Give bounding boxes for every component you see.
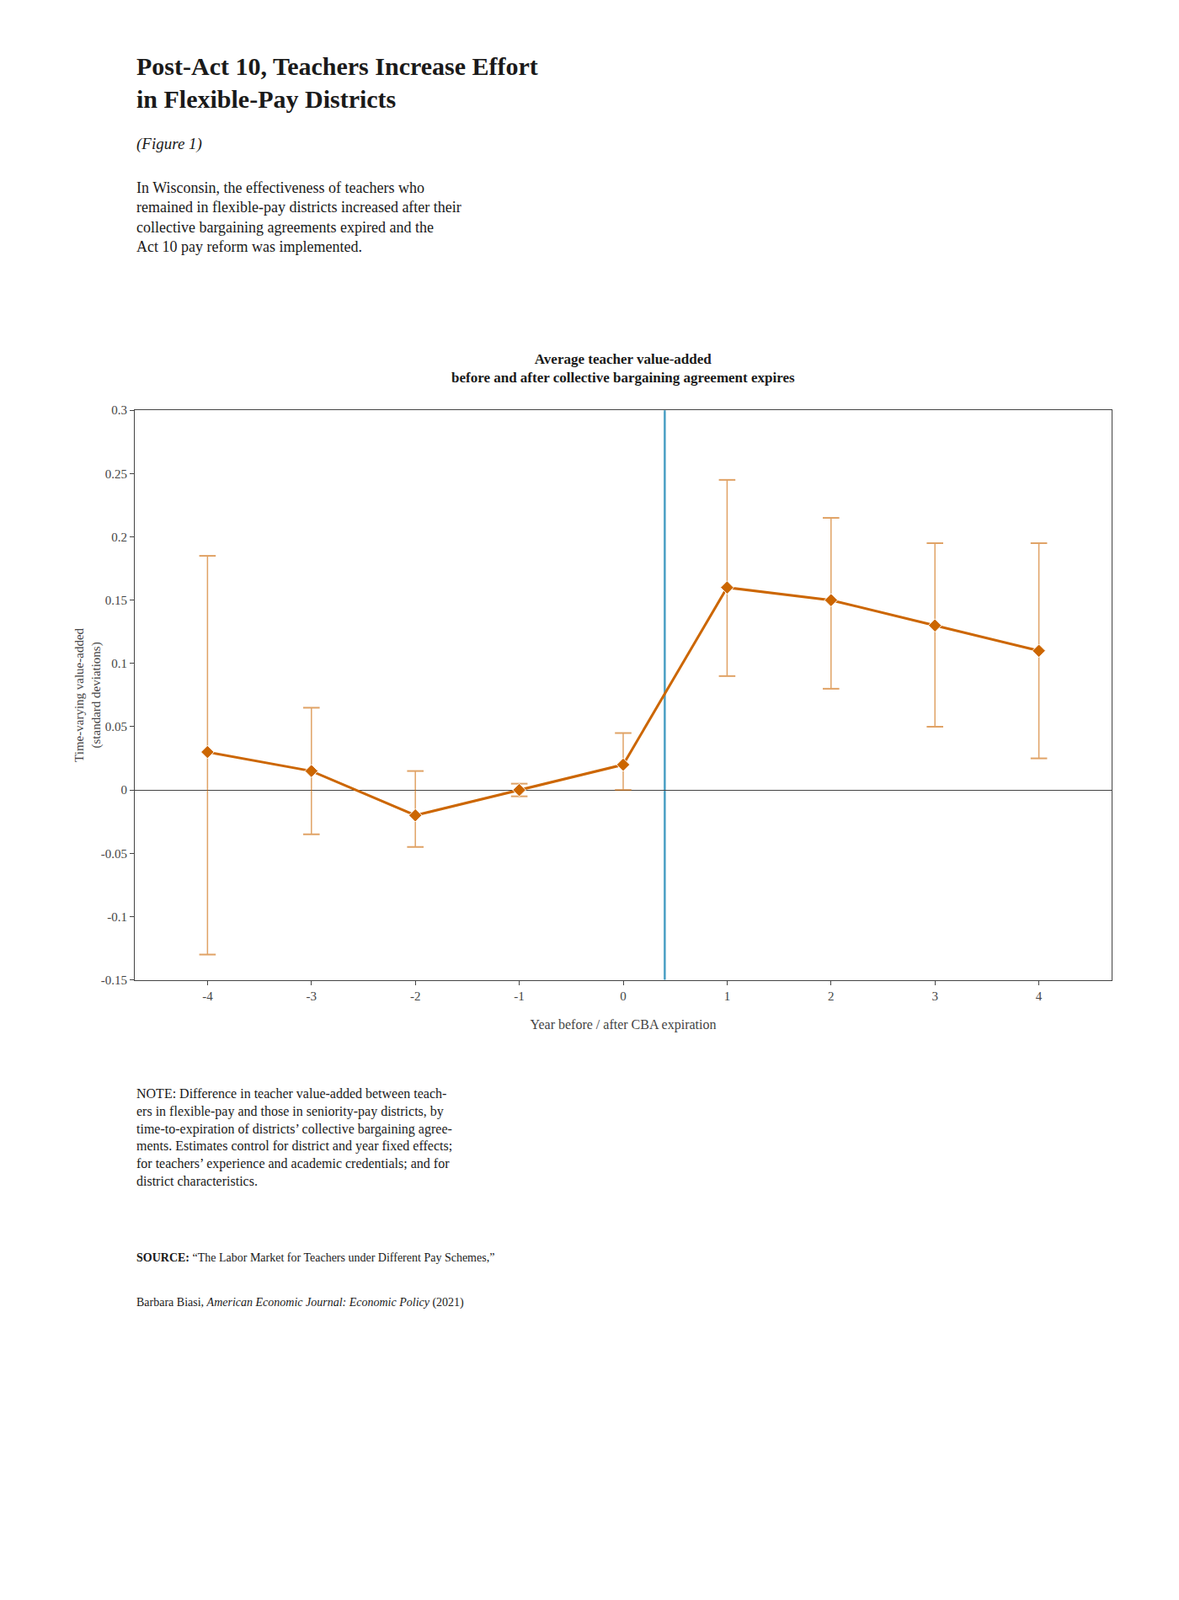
svg-text:0.05: 0.05 <box>105 720 128 734</box>
svg-text:-0.05: -0.05 <box>101 847 128 861</box>
svg-text:0.2: 0.2 <box>111 530 128 545</box>
svg-text:2: 2 <box>827 989 835 1003</box>
svg-text:4: 4 <box>1035 989 1043 1003</box>
svg-text:-1: -1 <box>513 989 525 1003</box>
svg-text:Barbara Biasi, American Econom: Barbara Biasi, American Economic Journal… <box>136 1296 465 1310</box>
svg-text:Post-Act 10, Teachers Increase: Post-Act 10, Teachers Increase Effortin … <box>136 52 539 113</box>
svg-text:Average teacher value-addedbef: Average teacher value-addedbefore and af… <box>451 351 795 386</box>
svg-text:Time-varying value-added(stand: Time-varying value-added(standard deviat… <box>72 627 104 762</box>
svg-text:-0.15: -0.15 <box>101 973 128 987</box>
svg-text:0.3: 0.3 <box>111 403 128 417</box>
svg-text:0: 0 <box>121 783 129 797</box>
svg-text:In Wisconsin, the effectivenes: In Wisconsin, the effectiveness of teach… <box>136 179 462 256</box>
svg-text:-0.1: -0.1 <box>106 910 128 924</box>
svg-text:0.25: 0.25 <box>105 467 128 481</box>
svg-text:0: 0 <box>619 989 627 1003</box>
svg-text:-2: -2 <box>410 989 422 1003</box>
svg-text:(Figure 1): (Figure 1) <box>136 134 203 154</box>
svg-text:-4: -4 <box>202 989 214 1003</box>
svg-text:Year before / after CBA expira: Year before / after CBA expiration <box>530 1017 717 1033</box>
svg-text:0.1: 0.1 <box>111 656 128 671</box>
svg-text:3: 3 <box>931 989 939 1003</box>
svg-text:0.15: 0.15 <box>105 593 128 608</box>
svg-text:NOTE: Difference in teacher va: NOTE: Difference in teacher value-added … <box>136 1086 453 1189</box>
svg-text:1: 1 <box>724 989 731 1003</box>
svg-text:SOURCE: “The Labor Market for: SOURCE: “The Labor Market for Teachers u… <box>136 1251 495 1265</box>
svg-text:-3: -3 <box>306 989 318 1003</box>
